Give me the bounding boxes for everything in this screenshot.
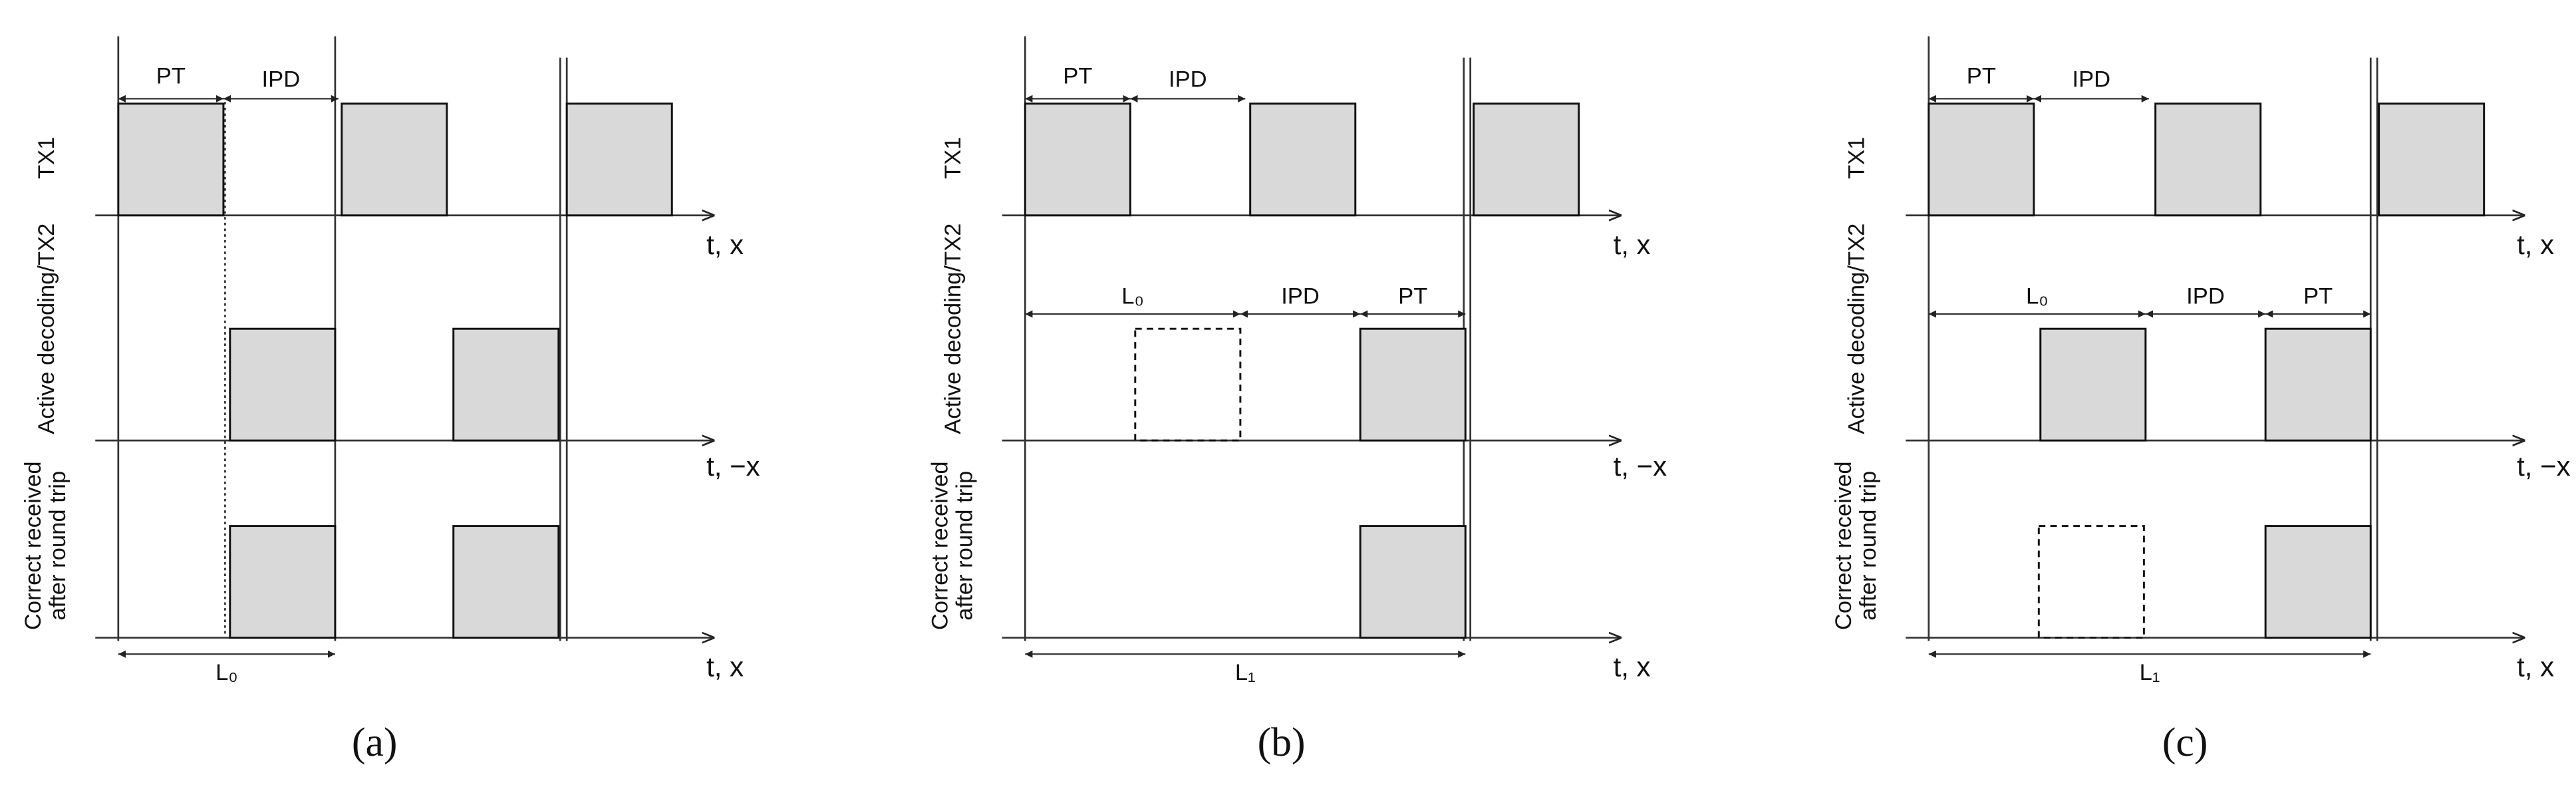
interval-label: PT	[1967, 63, 1996, 88]
axis-label: t, −x	[1614, 450, 1667, 482]
row-label: TX1	[34, 137, 59, 179]
interval-label: L₀	[215, 660, 238, 685]
interval-label: PT	[1398, 283, 1427, 309]
packet	[1024, 102, 1131, 217]
packet	[1249, 102, 1357, 217]
row-label: Active decoding/TX2	[940, 224, 966, 434]
interval-label: PT	[1063, 63, 1092, 88]
interval-label: IPD	[1281, 283, 1320, 309]
packet	[2039, 327, 2147, 442]
axis-label: t, x	[2517, 229, 2554, 260]
packet	[2264, 327, 2372, 442]
axis-label: t, −x	[2517, 450, 2571, 482]
axis-label: t, −x	[706, 450, 760, 482]
row-label: Correct received	[927, 461, 952, 630]
row-label: TX1	[1844, 137, 1870, 179]
dashed-packet	[1134, 327, 1242, 442]
row-label: after round trip	[1856, 471, 1881, 621]
interval-label: L₀	[2026, 283, 2049, 309]
packet	[565, 102, 673, 217]
interval-label: IPD	[1169, 67, 1207, 92]
packet	[2378, 102, 2486, 217]
interval-label: IPD	[2186, 283, 2225, 309]
packet	[1473, 102, 1580, 217]
interval-label: IPD	[262, 67, 301, 92]
row-label: TX1	[940, 137, 966, 179]
interval-label: L₁	[1235, 660, 1256, 685]
packet	[452, 327, 560, 442]
row-label: Correct received	[21, 461, 46, 630]
axis-label: t, x	[2517, 651, 2554, 683]
packet	[1359, 327, 1467, 442]
packet	[1928, 102, 2035, 217]
row-label: Active decoding/TX2	[34, 224, 59, 434]
packet	[229, 327, 337, 442]
interval-label: IPD	[2073, 67, 2111, 92]
interval-label: PT	[156, 63, 186, 88]
interval-label: PT	[2303, 283, 2333, 309]
packet	[452, 525, 560, 639]
caption: (c)	[2162, 720, 2208, 765]
packet	[229, 525, 337, 639]
packet	[2264, 525, 2372, 639]
row-label: after round trip	[45, 471, 71, 621]
packet	[2154, 102, 2262, 217]
axis-label: t, x	[706, 229, 744, 260]
row-label: Correct received	[1831, 461, 1856, 630]
packet	[1359, 525, 1467, 639]
packet	[341, 102, 448, 217]
row-label: Active decoding/TX2	[1844, 224, 1870, 434]
axis-label: t, x	[706, 651, 744, 683]
caption: (a)	[352, 720, 398, 765]
axis-label: t, x	[1614, 651, 1651, 683]
packet	[117, 102, 225, 217]
dashed-packet	[2037, 525, 2145, 639]
interval-label: L₁	[2140, 660, 2160, 685]
row-label: after round trip	[952, 471, 978, 621]
caption: (b)	[1258, 720, 1306, 765]
axis-label: t, x	[1614, 229, 1651, 260]
interval-label: L₀	[1121, 283, 1144, 309]
